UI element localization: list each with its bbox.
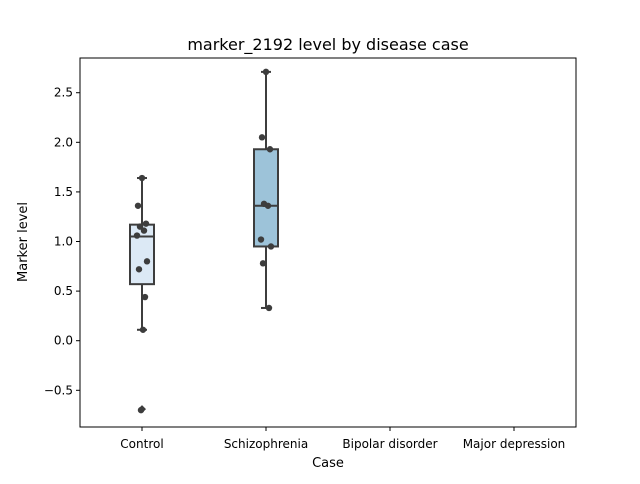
data-point bbox=[257, 236, 265, 243]
data-point bbox=[139, 326, 147, 333]
x-tick-label: Bipolar disorder bbox=[342, 437, 437, 451]
data-point bbox=[258, 134, 266, 141]
data-point bbox=[135, 266, 143, 273]
data-point bbox=[267, 243, 275, 250]
data-point bbox=[140, 227, 148, 234]
x-tick-label: Major depression bbox=[463, 437, 566, 451]
data-point bbox=[265, 304, 273, 312]
y-tick-label: 2.0 bbox=[54, 135, 73, 149]
x-tick-label: Schizophrenia bbox=[224, 437, 308, 451]
y-tick-label: 2.5 bbox=[54, 86, 73, 100]
data-point bbox=[142, 220, 150, 227]
box bbox=[129, 223, 155, 286]
box bbox=[253, 148, 279, 248]
data-point bbox=[136, 223, 144, 230]
data-point bbox=[141, 293, 149, 301]
x-axis-label: Case bbox=[312, 456, 344, 471]
data-point bbox=[138, 174, 146, 182]
data-point bbox=[259, 260, 267, 267]
data-point bbox=[143, 258, 151, 265]
data-point bbox=[262, 68, 270, 76]
y-tick-label: −0.5 bbox=[44, 383, 73, 397]
data-point bbox=[137, 406, 145, 414]
chart-title: marker_2192 level by disease case bbox=[187, 35, 468, 55]
y-tick-label: 0.5 bbox=[54, 284, 73, 298]
x-tick-label: Control bbox=[120, 437, 163, 451]
plot-frame bbox=[79, 57, 577, 428]
y-tick-label: 1.5 bbox=[54, 185, 73, 199]
plot-area: −0.5 0.0 0.5 1.0 1.5 2.0 2.5 Control Schizophren… bbox=[44, 57, 577, 451]
data-point bbox=[133, 232, 141, 239]
y-axis-label: Marker level bbox=[16, 202, 31, 282]
y-tick-label: 1.0 bbox=[54, 235, 73, 249]
y-tick-label: 0.0 bbox=[54, 334, 73, 348]
data-point bbox=[134, 202, 142, 209]
data-point bbox=[266, 146, 274, 153]
data-point bbox=[264, 202, 272, 209]
